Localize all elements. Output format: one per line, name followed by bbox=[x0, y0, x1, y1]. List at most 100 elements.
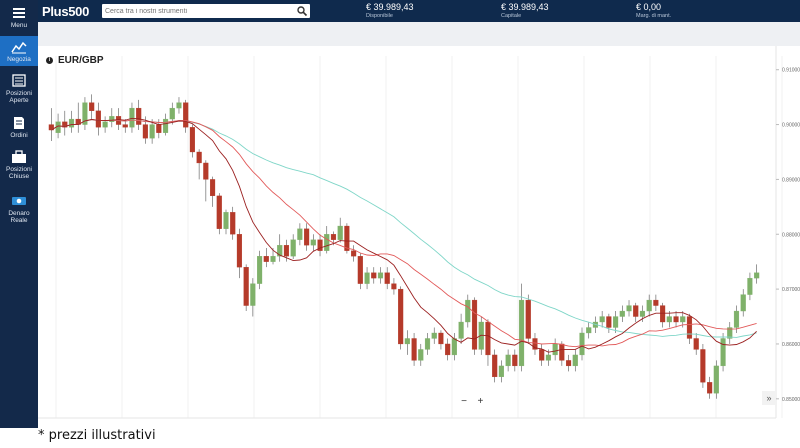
sidebar-item-posizioni-chiuse[interactable]: Posizioni Chiuse bbox=[0, 150, 38, 180]
candle-body bbox=[707, 382, 713, 394]
candle-body bbox=[223, 212, 229, 229]
candle-body bbox=[404, 338, 410, 345]
candle-body bbox=[686, 316, 693, 339]
plus500-logo: Plus500 bbox=[42, 4, 90, 19]
candle-body bbox=[142, 124, 148, 139]
candle-body bbox=[62, 121, 68, 128]
candle-body bbox=[357, 256, 363, 284]
zoom-out-button[interactable]: − bbox=[461, 396, 467, 407]
candle-body bbox=[209, 179, 216, 197]
candle-body bbox=[518, 299, 525, 367]
candle-body bbox=[149, 124, 155, 139]
candle-body bbox=[48, 124, 54, 131]
candle-body bbox=[418, 349, 424, 361]
candle-body bbox=[532, 338, 538, 350]
candle-body bbox=[733, 310, 740, 328]
candle-body bbox=[310, 239, 316, 246]
candle-body bbox=[324, 234, 330, 251]
candle-body bbox=[122, 124, 128, 128]
candle-body bbox=[344, 225, 350, 251]
candle-body bbox=[619, 310, 625, 317]
candle-body bbox=[203, 162, 209, 180]
candle-body bbox=[68, 118, 75, 128]
candle-body bbox=[465, 299, 471, 323]
candle-body bbox=[666, 316, 672, 323]
candle-body bbox=[290, 239, 296, 257]
price-chart[interactable]: 0.91000 0.90000 0.89000 0.88000 0.87000 0.860… bbox=[38, 46, 800, 428]
sidebar-item-ordini[interactable]: Ordini bbox=[0, 116, 38, 139]
candle-body bbox=[176, 102, 182, 109]
candle-body bbox=[471, 299, 478, 350]
candle-body bbox=[492, 354, 498, 378]
candle-body bbox=[539, 349, 545, 361]
stat-capitale: € 39.989,43 Capitale bbox=[501, 2, 549, 19]
candle-body bbox=[243, 267, 249, 306]
zoom-in-button[interactable]: + bbox=[477, 396, 484, 407]
candle-body bbox=[673, 316, 679, 323]
candle-body bbox=[545, 354, 551, 361]
y-tick-label: 0.86000 bbox=[782, 342, 800, 348]
candle-body bbox=[572, 354, 578, 367]
candle-body bbox=[230, 212, 236, 235]
positions-open-icon bbox=[12, 74, 26, 87]
candle-body bbox=[613, 316, 619, 328]
candle-body bbox=[559, 343, 565, 361]
candle-body bbox=[653, 299, 659, 306]
candle-body bbox=[754, 272, 760, 279]
candle-body bbox=[693, 338, 699, 350]
candle-body bbox=[700, 349, 706, 383]
candle-body bbox=[633, 305, 639, 317]
y-tick-label: 0.88000 bbox=[782, 232, 800, 238]
candle-body bbox=[458, 321, 464, 339]
candle-body bbox=[727, 327, 733, 339]
zoom-controls: − + bbox=[458, 391, 486, 409]
candle-body bbox=[189, 127, 195, 153]
y-tick-label: 0.87000 bbox=[782, 287, 800, 293]
sidebar-item-negozia[interactable]: Negozia bbox=[0, 36, 38, 66]
candle-body bbox=[162, 118, 169, 133]
sidebar-item-label: Ordini bbox=[10, 132, 28, 139]
search-input[interactable] bbox=[105, 4, 291, 18]
candle-body bbox=[646, 299, 652, 312]
search-icon[interactable] bbox=[296, 5, 308, 17]
candle-body bbox=[740, 294, 746, 312]
y-tick-label: 0.90000 bbox=[782, 123, 800, 129]
sidebar-item-label: Negozia bbox=[7, 56, 31, 63]
candle-body bbox=[250, 283, 256, 306]
candle-body bbox=[384, 272, 390, 284]
stat-value: € 0,00 bbox=[636, 2, 662, 12]
menu-button[interactable]: Menu bbox=[0, 6, 38, 29]
sidebar-item-posizioni-aperte[interactable]: Posizioni Aperte bbox=[0, 74, 38, 104]
moving-average-mid bbox=[51, 119, 757, 348]
candle-body bbox=[82, 102, 88, 125]
candle-body bbox=[411, 338, 417, 361]
briefcase-icon bbox=[12, 150, 26, 163]
candle-body bbox=[485, 321, 491, 356]
scroll-to-latest-button[interactable]: » bbox=[762, 391, 776, 405]
candle-body bbox=[424, 338, 431, 350]
candle-body bbox=[445, 343, 451, 356]
orders-icon bbox=[14, 117, 24, 129]
candle-body bbox=[304, 228, 310, 246]
chart-toolbar bbox=[38, 22, 800, 47]
sidebar: Menu Negozia Posizioni Aperte Ordini Pos… bbox=[0, 0, 38, 428]
candle-body bbox=[257, 256, 263, 284]
candle-body bbox=[565, 360, 572, 367]
candle-body bbox=[586, 327, 592, 334]
sidebar-item-label: Posizioni Chiuse bbox=[5, 166, 32, 180]
money-icon bbox=[12, 197, 26, 205]
sidebar-item-label: Denaro Reale bbox=[8, 210, 30, 224]
candle-body bbox=[660, 305, 666, 323]
y-tick-label: 0.89000 bbox=[782, 177, 800, 183]
candle-body bbox=[498, 365, 504, 378]
sidebar-item-label: Posizioni Aperte bbox=[5, 90, 32, 104]
candle-body bbox=[216, 195, 222, 229]
stat-value: € 39.989,43 bbox=[366, 2, 414, 12]
sidebar-item-denaro-reale[interactable]: Denaro Reale bbox=[0, 194, 38, 224]
footnote: * prezzi illustrativi bbox=[38, 428, 156, 443]
candle-body bbox=[156, 124, 162, 133]
stat-disponibile: € 39.989,43 Disponibile bbox=[366, 2, 414, 19]
candle-body bbox=[129, 107, 135, 128]
candle-body bbox=[183, 102, 189, 128]
info-icon[interactable]: i bbox=[46, 57, 53, 64]
